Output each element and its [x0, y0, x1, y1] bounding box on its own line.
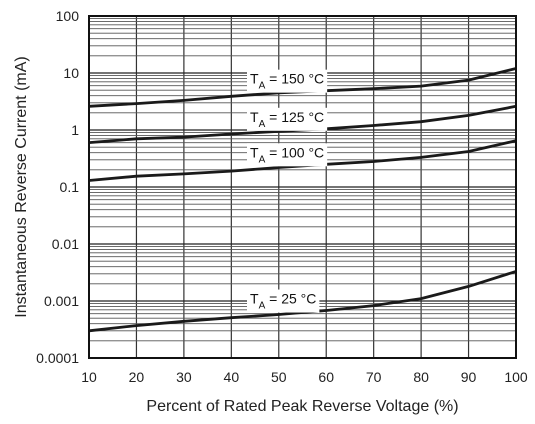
y-tick-label: 0.001 — [44, 293, 79, 309]
curve-label-text: TA = 100 °C — [250, 144, 324, 165]
curve-label-text: TA = 125 °C — [250, 109, 324, 130]
curve-label-1: TA = 150 °C — [247, 69, 328, 93]
curve-label-text: TA = 25 °C — [250, 291, 316, 312]
curve-label-background — [247, 69, 328, 93]
x-tick-labels: 10 20 30 40 50 60 70 80 90 100 — [81, 369, 528, 385]
y-tick-label: 0.0001 — [36, 350, 79, 366]
curve-label-rest: = 150 °C — [265, 71, 324, 87]
curve-label-rest: = 25 °C — [265, 291, 316, 307]
curve-label-main: T — [250, 291, 259, 307]
x-axis-title: Percent of Rated Peak Reverse Voltage (%… — [146, 398, 458, 415]
y-tick-label: 0.1 — [60, 179, 80, 195]
x-tick-label: 100 — [504, 369, 528, 385]
y-tick-label: 1 — [71, 122, 79, 138]
curve-label-subscript: A — [259, 154, 266, 165]
curve-label-subscript: A — [259, 81, 266, 92]
x-tick-label: 40 — [224, 369, 240, 385]
y-tick-label: 10 — [63, 65, 79, 81]
x-tick-label: 30 — [176, 369, 192, 385]
curve-label-subscript: A — [259, 301, 266, 312]
curve-label-background — [247, 107, 328, 131]
x-tick-label: 90 — [461, 369, 477, 385]
y-axis-title: Instantaneous Reverse Current (mA) — [13, 56, 30, 317]
curve-label-text: TA = 150 °C — [250, 71, 324, 92]
x-tick-label: 10 — [81, 369, 97, 385]
curve-label-main: T — [250, 109, 259, 125]
x-tick-label: 60 — [318, 369, 334, 385]
y-tick-labels: 0.0001 0.001 0.01 0.1 1 10 100 — [36, 8, 79, 366]
curve-label-3: TA = 100 °C — [247, 143, 328, 167]
x-tick-label: 80 — [413, 369, 429, 385]
y-tick-label: 100 — [56, 8, 80, 24]
curve-label-rest: = 100 °C — [265, 144, 324, 160]
x-tick-label: 20 — [129, 369, 145, 385]
curve-labels: TA = 150 °CTA = 125 °CTA = 100 °CTA = 25… — [247, 69, 328, 313]
curve-label-background — [247, 289, 320, 313]
plot-frame — [88, 15, 517, 359]
curve-label-main: T — [250, 144, 259, 160]
curve-label-rest: = 125 °C — [265, 109, 324, 125]
x-tick-label: 50 — [271, 369, 287, 385]
curve-label-subscript: A — [259, 119, 266, 130]
curve-label-2: TA = 125 °C — [247, 107, 328, 131]
y-tick-label: 0.01 — [52, 236, 79, 252]
curve-label-main: T — [250, 71, 259, 87]
x-tick-label: 70 — [366, 369, 382, 385]
curve-label-background — [247, 143, 328, 167]
curve-label-4: TA = 25 °C — [247, 289, 320, 313]
